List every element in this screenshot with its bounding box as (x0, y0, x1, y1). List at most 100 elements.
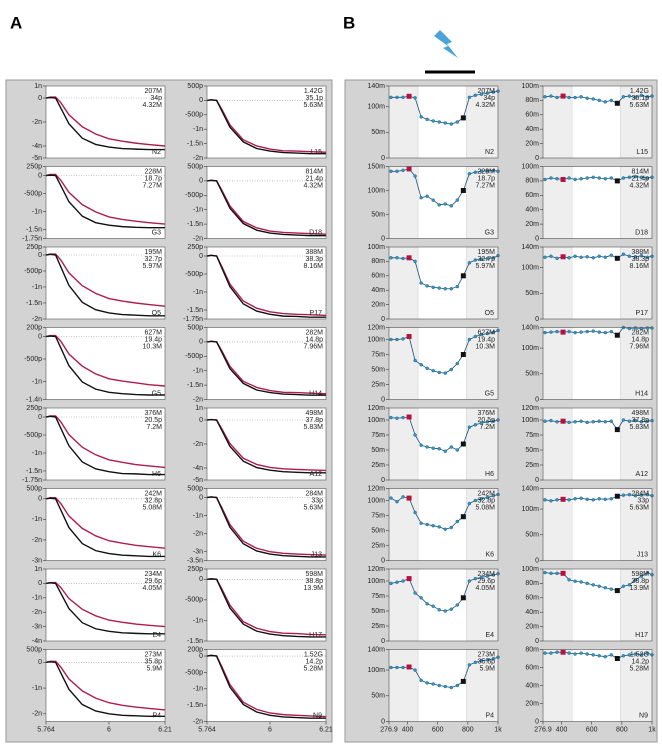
data-point (555, 650, 559, 654)
data-point (455, 284, 460, 289)
data-point (401, 337, 405, 341)
annotation: 627M (477, 329, 495, 336)
data-point (609, 419, 614, 423)
well-label: G3 (485, 229, 494, 236)
plot-area (46, 408, 165, 480)
y-tick-label: 140m (521, 324, 539, 331)
data-point (603, 497, 607, 501)
data-point (389, 496, 393, 500)
series-line (45, 253, 166, 307)
y-tick-label: 500p (26, 646, 42, 653)
y-tick-label: -1.5n (26, 468, 42, 475)
data-point (431, 369, 435, 373)
well-label: P4 (152, 712, 161, 719)
x-tick-label: 6.21 (158, 726, 172, 733)
plot-area (46, 166, 165, 239)
data-point (543, 570, 547, 575)
data-point (473, 334, 478, 339)
shaded-range (620, 649, 653, 722)
data-point (579, 651, 583, 655)
data-point (455, 519, 460, 524)
well-label: A12 (636, 471, 649, 478)
plot-border (542, 568, 653, 642)
data-point (603, 330, 607, 335)
well-label: O5 (485, 310, 494, 317)
well-label: E4 (152, 632, 161, 639)
data-point (633, 95, 638, 100)
y-tick-label: 200p (187, 646, 203, 653)
data-point (609, 653, 614, 657)
data-point (567, 578, 571, 582)
plot-border (45, 166, 166, 239)
plot-border (206, 488, 327, 561)
data-point (585, 652, 589, 656)
data-point (543, 255, 547, 259)
data-point (437, 683, 441, 688)
shaded-range (466, 327, 499, 400)
data-point (473, 498, 478, 503)
annotation: 10.3M (476, 343, 496, 350)
y-tick-label: 0 (535, 638, 539, 645)
series-line (45, 96, 166, 147)
y-tick-label: 100m (367, 667, 385, 674)
data-point (455, 603, 460, 607)
plot-border (388, 407, 499, 481)
data-point (609, 587, 614, 591)
data-point (431, 198, 435, 202)
y-tick-label: 500p (26, 485, 42, 492)
y-tick-label: 40m (371, 287, 385, 294)
annotation: 814M (305, 168, 323, 175)
data-point (597, 98, 601, 103)
data-point (627, 653, 632, 657)
y-tick-label: -1.75n (183, 316, 203, 323)
data-point (491, 419, 496, 423)
annotation: 5.97M (143, 263, 163, 270)
y-tick-label: 100m (367, 578, 385, 585)
y-tick-label: -2n (32, 537, 42, 544)
y-tick-label: 50m (371, 211, 385, 218)
y-tick-label: 0 (535, 155, 539, 162)
data-point (479, 257, 484, 261)
highlight-point (406, 93, 412, 99)
y-tick-label: 50m (371, 693, 385, 700)
data-point (597, 254, 601, 258)
data-point (573, 254, 577, 258)
data-point (585, 255, 589, 259)
data-point (467, 579, 472, 583)
well-label: D18 (635, 229, 648, 236)
annotation: 7.27M (143, 182, 163, 189)
well-label: E4 (485, 632, 494, 639)
x-tick-label: 800 (616, 726, 628, 733)
data-point (549, 254, 553, 258)
y-tick-label: -1n (193, 617, 203, 624)
well-label: G3 (152, 229, 161, 236)
highlight-point (406, 664, 412, 670)
annotation: 5.63M (304, 102, 324, 109)
data-point (645, 255, 650, 259)
highlight-point (406, 255, 412, 261)
highlight-point (614, 178, 620, 184)
y-tick-label: 250p (26, 163, 42, 170)
y-tick-label: 80m (525, 97, 539, 104)
plot-border (388, 488, 499, 561)
plot-border (206, 649, 327, 722)
y-tick-label: 0 (199, 253, 203, 260)
data-point (579, 330, 583, 334)
y-tick-label: -1n (32, 685, 42, 692)
y-tick-label: 50m (371, 608, 385, 615)
shaded-range (466, 85, 499, 159)
data-point (609, 253, 614, 257)
y-tick-label: 60m (525, 112, 539, 119)
y-tick-label: 80m (525, 580, 539, 587)
annotation: 38.3p (305, 256, 323, 263)
y-tick-label: 50m (371, 447, 385, 454)
data-point (603, 177, 607, 181)
data-point (633, 418, 638, 423)
y-tick-label: 100m (521, 163, 539, 170)
plot-border (206, 166, 327, 239)
data-point (431, 285, 435, 290)
annotation: 242M (144, 490, 162, 497)
series-line (206, 179, 326, 237)
series-line (45, 415, 166, 469)
y-tick-label: -1n (32, 378, 42, 385)
